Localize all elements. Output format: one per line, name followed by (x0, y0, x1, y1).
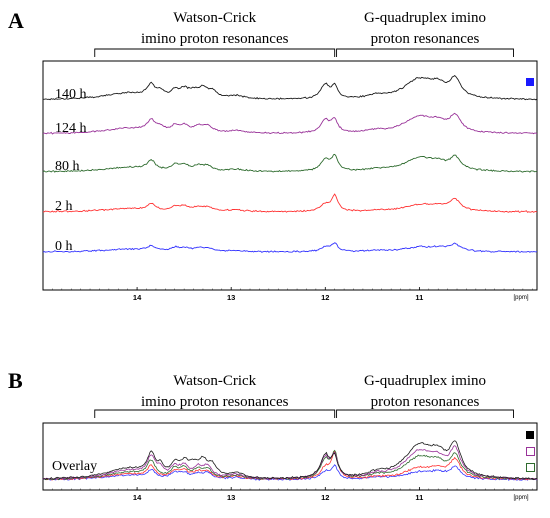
panel-b-traces (42, 440, 538, 481)
panel-a: A Watson-Crick imino proton resonances G-q… (8, 8, 538, 302)
region-label-line1: G-quadruplex imino (364, 10, 486, 26)
panel-a-x-axis: 14 13 12 11 [ppm] (52, 287, 533, 302)
spectrum-trace-2h (42, 193, 538, 213)
legend-marker (526, 463, 535, 472)
region-bracket (336, 409, 514, 418)
trace-label: 80 h (55, 159, 80, 174)
legend-marker (526, 78, 534, 86)
trace-label: 124 h (55, 121, 87, 136)
panel-b-legend (526, 431, 535, 472)
overlay-trace-0h (42, 464, 538, 481)
x-tick-label: 11 (415, 293, 423, 302)
panel-a-region-labels: Watson-Crick imino proton resonances G-qua… (94, 10, 514, 57)
region-label-line1: Watson-Crick (173, 10, 256, 26)
panel-b-plot-frame (42, 422, 538, 491)
region-label-line2: imino proton resonances (141, 394, 289, 410)
spectrum-trace-80h (42, 153, 538, 173)
x-tick-label: 13 (227, 293, 235, 302)
panel-b-letter: B (8, 368, 23, 393)
panel-b-region-labels: Watson-Crick imino proton resonances G-qua… (94, 373, 514, 418)
legend-marker (526, 431, 534, 439)
region-label-line2: proton resonances (371, 31, 480, 47)
panel-b-x-axis: 14 13 12 11 [ppm] (52, 487, 533, 502)
x-tick-label: 12 (321, 293, 329, 302)
trace-label: 0 h (55, 239, 73, 254)
trace-label: 2 h (55, 199, 73, 214)
x-axis-unit: [ppm] (513, 495, 528, 501)
x-tick-label: 14 (133, 493, 142, 502)
overlay-trace-140h (42, 440, 538, 480)
spectrum-trace-0h (42, 242, 538, 253)
overlay-trace-2h (42, 450, 538, 481)
x-axis-unit: [ppm] (513, 295, 528, 301)
region-bracket (94, 409, 336, 418)
x-tick-label: 12 (321, 493, 329, 502)
overlay-label: Overlay (52, 459, 97, 474)
region-bracket (336, 48, 514, 57)
legend-marker (526, 447, 535, 456)
x-tick-label: 11 (415, 493, 423, 502)
x-tick-label: 14 (133, 293, 142, 302)
panel-a-letter: A (8, 8, 24, 33)
spectrum-trace-124h (42, 112, 538, 135)
panel-a-traces: 140 h 124 h 80 h 2 h 0 h (42, 75, 538, 254)
region-label-line2: proton resonances (371, 394, 480, 410)
panel-a-legend (526, 78, 534, 86)
region-label-line1: G-quadruplex imino (364, 373, 486, 389)
region-label-line2: imino proton resonances (141, 31, 289, 47)
overlay-trace-80h (42, 449, 538, 481)
panel-a-plot-frame (42, 60, 538, 291)
spectrum-trace-140h (43, 75, 538, 101)
region-label-line1: Watson-Crick (173, 373, 256, 389)
region-bracket (94, 48, 336, 57)
x-tick-label: 13 (227, 493, 235, 502)
trace-label: 140 h (55, 87, 87, 102)
panel-b: B Watson-Crick imino proton resonances G-q… (8, 368, 538, 502)
